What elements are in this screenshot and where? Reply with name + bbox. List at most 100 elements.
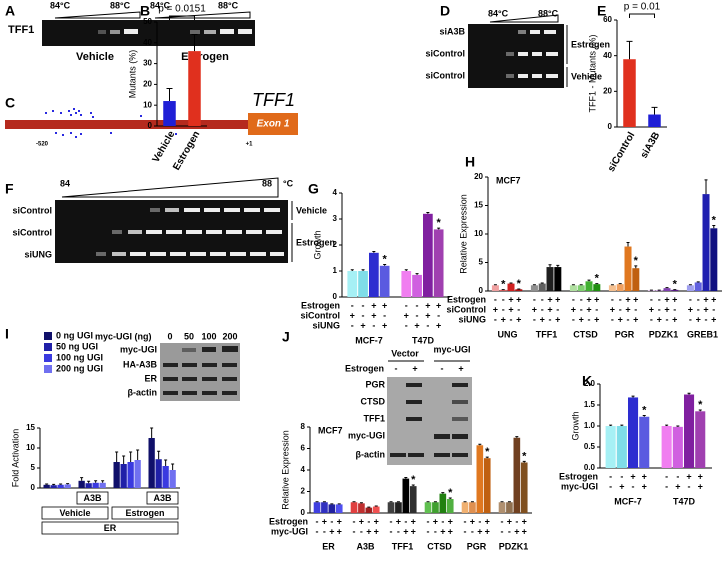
bar <box>313 502 321 513</box>
error-bar <box>315 501 319 503</box>
y-tick-label: 4 <box>333 188 338 197</box>
y-tick-label: 50 <box>143 17 152 26</box>
condition-sign: - <box>665 471 668 481</box>
legend-label: 100 ng UGI <box>56 352 103 362</box>
y-tick-label: 10 <box>474 229 483 238</box>
condition-sign: - <box>572 314 575 324</box>
condition-sign: + <box>540 314 545 324</box>
condition-sign: + <box>633 314 638 324</box>
promoter <box>5 120 250 129</box>
error-bar <box>415 273 419 275</box>
lane-label: 200 <box>222 331 237 341</box>
error-bar <box>500 501 504 503</box>
error-bar <box>372 251 376 253</box>
condition-sign: + <box>436 300 441 310</box>
bar <box>608 285 616 291</box>
bar <box>546 267 554 291</box>
error-bar <box>540 282 544 284</box>
y-tick-label: 60 <box>603 15 612 24</box>
temp-label: 88°C <box>218 0 239 10</box>
gradient <box>489 14 559 23</box>
x-tick-label: GREB1 <box>687 329 718 339</box>
band <box>190 30 200 34</box>
y-tick-label: 4 <box>301 465 306 474</box>
y-tick-label: 15 <box>474 201 483 210</box>
condition-sign: - <box>501 516 504 526</box>
label-box <box>146 491 179 505</box>
blot-title: myc-UGI (ng) <box>95 331 152 341</box>
condition-sign: - <box>689 314 692 324</box>
panel-label: E <box>597 3 606 19</box>
condition-sign: + <box>522 516 527 526</box>
error-bar <box>426 212 430 214</box>
sign: - <box>395 363 398 373</box>
error-bar <box>507 501 511 503</box>
condition-sign: - <box>316 526 319 536</box>
x-tick-label: ER <box>322 541 335 551</box>
box-label: A3B <box>153 493 172 503</box>
x-tick-label: PDZK1 <box>649 329 679 339</box>
condition-name: Estrogen <box>301 300 340 310</box>
error-bar <box>626 40 633 60</box>
bar <box>684 394 695 468</box>
error-bar <box>52 483 56 486</box>
condition-sign: - <box>494 294 497 304</box>
bar <box>648 114 661 127</box>
condition-sign: - <box>634 304 637 314</box>
row-label: PGR <box>365 379 385 389</box>
gene-label: TFF1 <box>252 90 295 110</box>
condition-sign: + <box>337 516 342 526</box>
condition-sign: + <box>594 294 599 304</box>
row-label: siControl <box>426 48 466 58</box>
box-label: ER <box>104 523 117 533</box>
condition-sign: + <box>657 314 662 324</box>
y-axis-label: Fold Activation <box>10 429 20 488</box>
error-bar <box>383 264 387 266</box>
condition-sign: - <box>620 471 623 481</box>
error-bar <box>129 451 133 462</box>
condition-sign: + <box>350 310 355 320</box>
condition-sign: + <box>686 471 691 481</box>
condition-sign: - <box>494 314 497 324</box>
bar <box>469 502 476 513</box>
subtitle: MCF7 <box>318 425 343 435</box>
gel-bands <box>96 208 284 256</box>
condition-sign: + <box>703 294 708 304</box>
bar <box>686 285 694 291</box>
error-bar <box>101 480 105 483</box>
significance-mark: * <box>437 217 442 229</box>
bar <box>358 503 365 513</box>
x-tick-label: MCF-7 <box>355 335 383 345</box>
condition-sign: - <box>360 526 363 536</box>
condition-sign: + <box>555 314 560 324</box>
significance-mark: * <box>448 487 453 499</box>
error-bar <box>115 451 119 462</box>
error-bar <box>556 264 560 268</box>
x-tick-label: PGR <box>615 329 635 339</box>
condition-sign: - <box>595 304 598 314</box>
gene-label: TFF1 <box>8 24 34 36</box>
y-axis-label: Mutants (%) <box>127 50 137 99</box>
condition-sign: + <box>382 320 387 330</box>
y-tick-label: 1.5 <box>584 400 596 409</box>
bar <box>506 502 513 513</box>
condition-sign: - <box>323 526 326 536</box>
error-bar <box>463 501 467 503</box>
error-bar <box>350 269 354 271</box>
bar <box>520 462 528 513</box>
condition-sign: + <box>433 516 438 526</box>
group-label: Vehicle <box>296 205 327 215</box>
row-label: CTSD <box>361 396 386 406</box>
bar <box>655 290 663 291</box>
error-bar <box>712 224 716 229</box>
y-tick-label: 20 <box>603 86 612 95</box>
error-bar <box>651 106 658 115</box>
condition-sign: + <box>508 304 513 314</box>
error-bar <box>411 484 415 487</box>
condition-sign: + <box>522 526 527 536</box>
condition-sign: - <box>405 300 408 310</box>
error-bar <box>485 456 489 459</box>
condition-sign: - <box>650 314 653 324</box>
condition-sign: - <box>330 516 333 526</box>
x-tick-label: TFF1 <box>536 329 558 339</box>
